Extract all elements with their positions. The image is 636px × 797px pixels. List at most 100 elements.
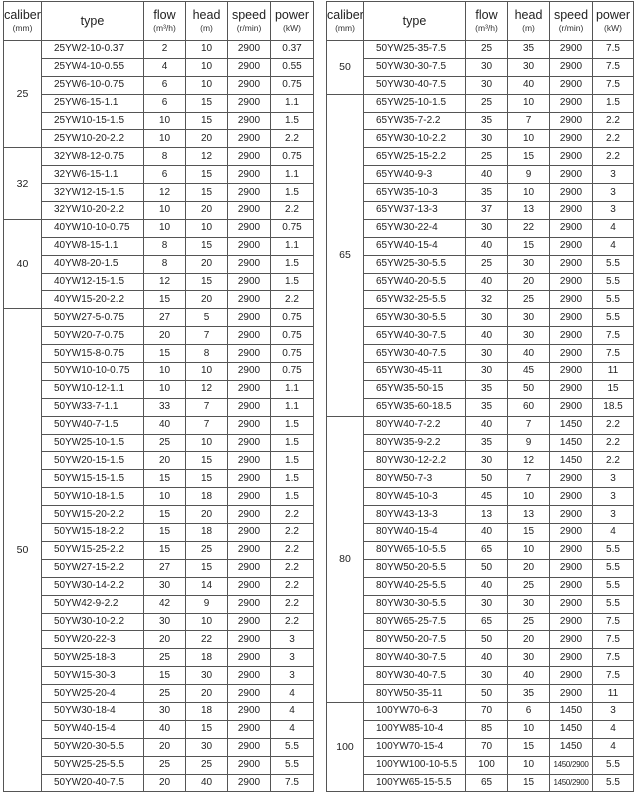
flow-cell: 50 (465, 684, 508, 703)
table-row: 50YW15-25-2.2 15 25 2900 2.2 (4, 540, 314, 560)
head-cell: 18 (185, 487, 228, 507)
power-cell: 7.5 (592, 630, 634, 650)
header-power-unit: (kW) (604, 23, 622, 33)
type-cell: 80YW50-35-11 (363, 684, 466, 703)
flow-cell: 10 (143, 362, 186, 381)
power-cell: 0.55 (270, 57, 314, 77)
head-cell: 25 (507, 290, 550, 310)
table-row: 65YW40-20-5.5 40 20 2900 5.5 (327, 272, 634, 292)
head-cell: 20 (507, 558, 550, 578)
speed-cell: 1450 (549, 719, 593, 739)
flow-cell: 15 (143, 469, 186, 489)
speed-cell: 1450 (549, 433, 593, 453)
caliber-cell: 25 (3, 39, 42, 149)
speed-cell: 2900 (549, 505, 593, 525)
header-speed-unit: (r/min) (236, 23, 262, 33)
power-cell: 5.5 (270, 737, 314, 757)
table-row: 25YW10-15-1.5 10 15 2900 1.5 (4, 111, 314, 131)
power-cell: 1.1 (270, 93, 314, 113)
speed-cell: 2900 (227, 326, 271, 346)
speed-cell: 2900 (549, 540, 593, 560)
speed-cell: 2900 (549, 379, 593, 399)
type-cell: 50YW30-30-7.5 (363, 57, 466, 77)
table-row: 80YW40-25-5.5 40 25 2900 5.5 (327, 576, 634, 596)
flow-cell: 25 (143, 755, 186, 775)
table-row: 50YW10-12-1.1 10 12 2900 1.1 (4, 379, 314, 399)
flow-cell: 35 (465, 183, 508, 203)
type-cell: 80YW45-10-3 (363, 487, 466, 507)
head-cell: 7 (507, 469, 550, 489)
speed-cell: 2900 (227, 40, 271, 59)
power-cell: 7.5 (592, 40, 634, 59)
speed-cell: 2900 (549, 523, 593, 542)
table-row: 80YW35-9-2.2 35 9 1450 2.2 (327, 433, 634, 453)
table-body: 25 25YW2-10-0.37 2 10 2900 0.37 25YW4-10-0.55 4… (3, 39, 314, 793)
type-cell: 80YW50-7-3 (363, 469, 466, 489)
type-cell: 65YW25-30-5.5 (363, 254, 466, 274)
table-row: 50YW30-10-2.2 30 10 2900 2.2 (4, 612, 314, 632)
header-flow-unit: (m³/h) (153, 23, 176, 33)
flow-cell: 40 (465, 326, 508, 346)
head-cell: 10 (185, 362, 228, 381)
head-cell: 30 (507, 254, 550, 274)
power-cell: 7.5 (270, 773, 314, 793)
power-cell: 4 (592, 737, 634, 757)
speed-cell: 2900 (549, 362, 593, 381)
pump-spec-table-right: caliber (mm) type flow (m³/h) head (m) spee… (326, 1, 634, 793)
table-row: 50YW20-30-5.5 20 30 2900 5.5 (4, 737, 314, 757)
power-cell: 7.5 (592, 648, 634, 668)
flow-cell: 25 (143, 684, 186, 703)
flow-cell: 30 (465, 57, 508, 77)
caliber-cell: 100 (326, 701, 364, 793)
head-cell: 15 (185, 469, 228, 489)
type-cell: 65YW37-13-3 (363, 201, 466, 220)
table-row: 50YW33-7-1.1 33 7 2900 1.1 (4, 397, 314, 417)
flow-cell: 15 (143, 344, 186, 364)
speed-cell: 2900 (227, 558, 271, 578)
table-row: 50YW10-10-0.75 10 10 2900 0.75 (4, 362, 314, 381)
table-row: 65YW30-10-2.2 30 10 2900 2.2 (327, 129, 634, 149)
head-cell: 10 (185, 612, 228, 632)
flow-cell: 100 (465, 755, 508, 775)
flow-cell: 27 (143, 308, 186, 328)
table-row: 65YW30-30-5.5 30 30 2900 5.5 (327, 308, 634, 328)
flow-cell: 40 (465, 523, 508, 542)
caliber-cell: 50 (3, 308, 42, 793)
type-cell: 65YW30-30-5.5 (363, 308, 466, 328)
flow-cell: 2 (143, 40, 186, 59)
table-row: 50YW30-40-7.5 30 40 2900 7.5 (327, 75, 634, 95)
type-cell: 65YW30-40-7.5 (363, 344, 466, 364)
type-cell: 50YW40-7-1.5 (41, 415, 144, 435)
table-row: 25YW6-15-1.1 6 15 2900 1.1 (4, 93, 314, 113)
table-row: 65YW40-15-4 40 15 2900 4 (327, 236, 634, 256)
speed-cell: 2900 (227, 701, 271, 721)
head-cell: 13 (507, 201, 550, 220)
flow-cell: 25 (143, 648, 186, 668)
power-cell: 1.5 (270, 433, 314, 453)
table-row: 50 50YW25-35-7.5 25 35 2900 7.5 (326, 40, 634, 95)
table-row: 32 32YW8-12-0.75 8 12 2900 0.75 (3, 147, 314, 220)
type-cell: 65YW30-22-4 (363, 218, 466, 238)
head-cell: 10 (185, 75, 228, 95)
head-cell: 15 (185, 558, 228, 578)
speed-cell: 2900 (549, 397, 593, 417)
power-cell: 1.5 (270, 254, 314, 274)
flow-cell: 10 (143, 201, 186, 220)
type-cell: 80YW40-25-5.5 (363, 576, 466, 596)
type-cell: 65YW25-10-1.5 (363, 93, 466, 113)
power-cell: 4 (592, 218, 634, 238)
header-type: type (41, 1, 144, 41)
speed-cell: 2900 (227, 415, 271, 435)
type-cell: 65YW40-9-3 (363, 165, 466, 185)
speed-cell: 1450 (549, 701, 593, 721)
head-cell: 30 (507, 308, 550, 328)
flow-cell: 30 (143, 701, 186, 721)
flow-cell: 30 (465, 362, 508, 381)
speed-cell: 1450 (549, 451, 593, 471)
table-row: 80YW30-12-2.2 30 12 1450 2.2 (327, 451, 634, 471)
power-cell: 5.5 (592, 594, 634, 614)
speed-cell: 2900 (227, 576, 271, 596)
type-cell: 80YW40-15-4 (363, 523, 466, 542)
head-cell: 22 (185, 630, 228, 650)
power-cell: 4 (270, 684, 314, 703)
